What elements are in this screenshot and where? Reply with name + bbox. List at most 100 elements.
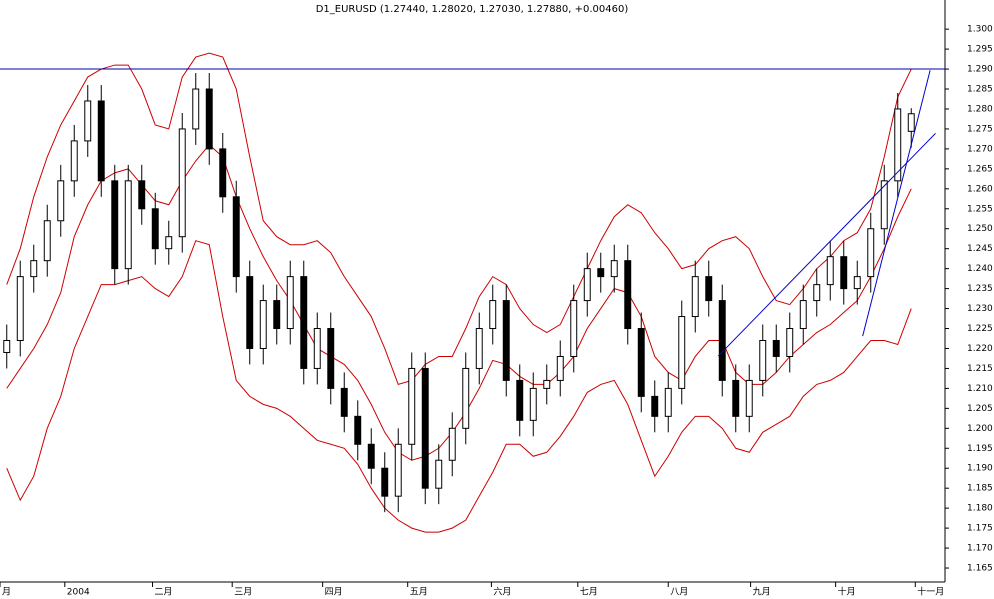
y-tick-label: 1.215 <box>967 364 993 374</box>
candle-body <box>448 427 456 461</box>
y-tick-label: 1.225 <box>967 324 993 334</box>
y-tick-label: 1.235 <box>967 284 993 294</box>
candle-body <box>867 228 875 278</box>
candle-body <box>516 379 524 421</box>
candle-body <box>651 395 659 417</box>
candle-body <box>70 140 78 182</box>
candle-body <box>313 328 321 369</box>
y-tick-label: 1.210 <box>967 384 993 394</box>
x-tick-label: 月 <box>2 587 11 598</box>
candle-body <box>772 339 780 357</box>
candle-body <box>300 276 308 369</box>
y-tick-label: 1.290 <box>967 65 993 75</box>
y-tick-label: 1.250 <box>967 224 993 234</box>
candle-body <box>30 260 38 278</box>
x-tick-label: 六月 <box>493 586 511 598</box>
candle-body <box>124 180 132 270</box>
candle-body <box>138 180 146 210</box>
band-line <box>6 52 912 386</box>
candle-body <box>840 256 848 290</box>
y-tick-label: 1.295 <box>967 45 993 55</box>
candle-body <box>786 328 794 357</box>
candle-body <box>97 100 105 182</box>
y-tick-label: 1.205 <box>967 404 993 414</box>
candle-body <box>799 300 807 330</box>
candle-body <box>691 276 699 318</box>
y-tick-label: 1.255 <box>967 204 993 214</box>
candle-body <box>43 220 51 262</box>
y-tick-label: 1.240 <box>967 264 993 274</box>
candle-body <box>570 300 578 357</box>
x-tick-label: 2004 <box>67 588 90 598</box>
candle-body <box>286 276 294 330</box>
candle-body <box>880 180 888 230</box>
y-tick-label: 1.185 <box>967 484 993 494</box>
candle-body <box>57 180 65 222</box>
candle-body <box>435 459 443 489</box>
y-tick-label: 1.230 <box>967 304 993 314</box>
candle-body <box>610 260 618 278</box>
x-tick-label: 五月 <box>410 587 428 598</box>
candle-body <box>556 355 564 381</box>
candle-body <box>894 108 902 182</box>
y-tick-label: 1.270 <box>967 144 993 154</box>
candle-body <box>907 113 915 132</box>
candle-body <box>259 300 267 349</box>
candle-body <box>354 415 362 445</box>
candle-body <box>340 387 348 417</box>
candle-body <box>381 467 389 497</box>
candle-body <box>489 300 497 330</box>
trend-line <box>717 132 936 357</box>
trend-line <box>862 70 931 337</box>
candle-body <box>367 443 375 469</box>
candle-body <box>853 276 861 290</box>
x-tick-label: 八月 <box>670 587 688 598</box>
x-tick-label: 十一月 <box>917 586 944 598</box>
x-tick-label: 三月 <box>234 587 252 598</box>
candle-body <box>232 196 240 278</box>
candle-body <box>718 300 726 381</box>
y-tick-label: 1.190 <box>967 464 993 474</box>
y-tick-label: 1.200 <box>967 424 993 434</box>
y-tick-label: 1.265 <box>967 164 993 174</box>
candle-body <box>327 328 335 389</box>
x-tick-label: 十月 <box>838 586 856 598</box>
y-tick-label: 1.165 <box>967 564 993 574</box>
y-tick-label: 1.300 <box>967 25 993 35</box>
candle-body <box>165 236 173 250</box>
candle-body <box>3 339 11 353</box>
band-line <box>6 144 912 461</box>
candle-body <box>178 128 186 238</box>
candle-body <box>462 367 470 429</box>
candle-body <box>637 328 645 397</box>
candle-body <box>84 100 92 142</box>
y-tick-label: 1.175 <box>967 524 993 534</box>
band-line <box>6 240 912 533</box>
candle-body <box>813 284 821 302</box>
y-tick-label: 1.170 <box>967 544 993 554</box>
candle-body <box>151 208 159 250</box>
candle-body <box>529 387 537 421</box>
candle-body <box>678 316 686 389</box>
candle-body <box>597 268 605 278</box>
candle-body <box>759 339 767 381</box>
candle-body <box>732 379 740 417</box>
candle-body <box>205 88 213 150</box>
candle-body <box>394 443 402 497</box>
y-tick-label: 1.245 <box>967 244 993 254</box>
candle-body <box>543 379 551 389</box>
candle-body <box>475 328 483 369</box>
y-tick-label: 1.180 <box>967 504 993 514</box>
candle-body <box>111 180 119 270</box>
candle-body <box>246 276 254 349</box>
y-tick-label: 1.260 <box>967 184 993 194</box>
y-tick-label: 1.280 <box>967 104 993 114</box>
candle-body <box>219 148 227 198</box>
candle-body <box>705 276 713 302</box>
y-tick-label: 1.195 <box>967 444 993 454</box>
candle-body <box>745 379 753 417</box>
candle-body <box>408 367 416 445</box>
candle-body <box>826 256 834 286</box>
candle-body <box>624 260 632 330</box>
